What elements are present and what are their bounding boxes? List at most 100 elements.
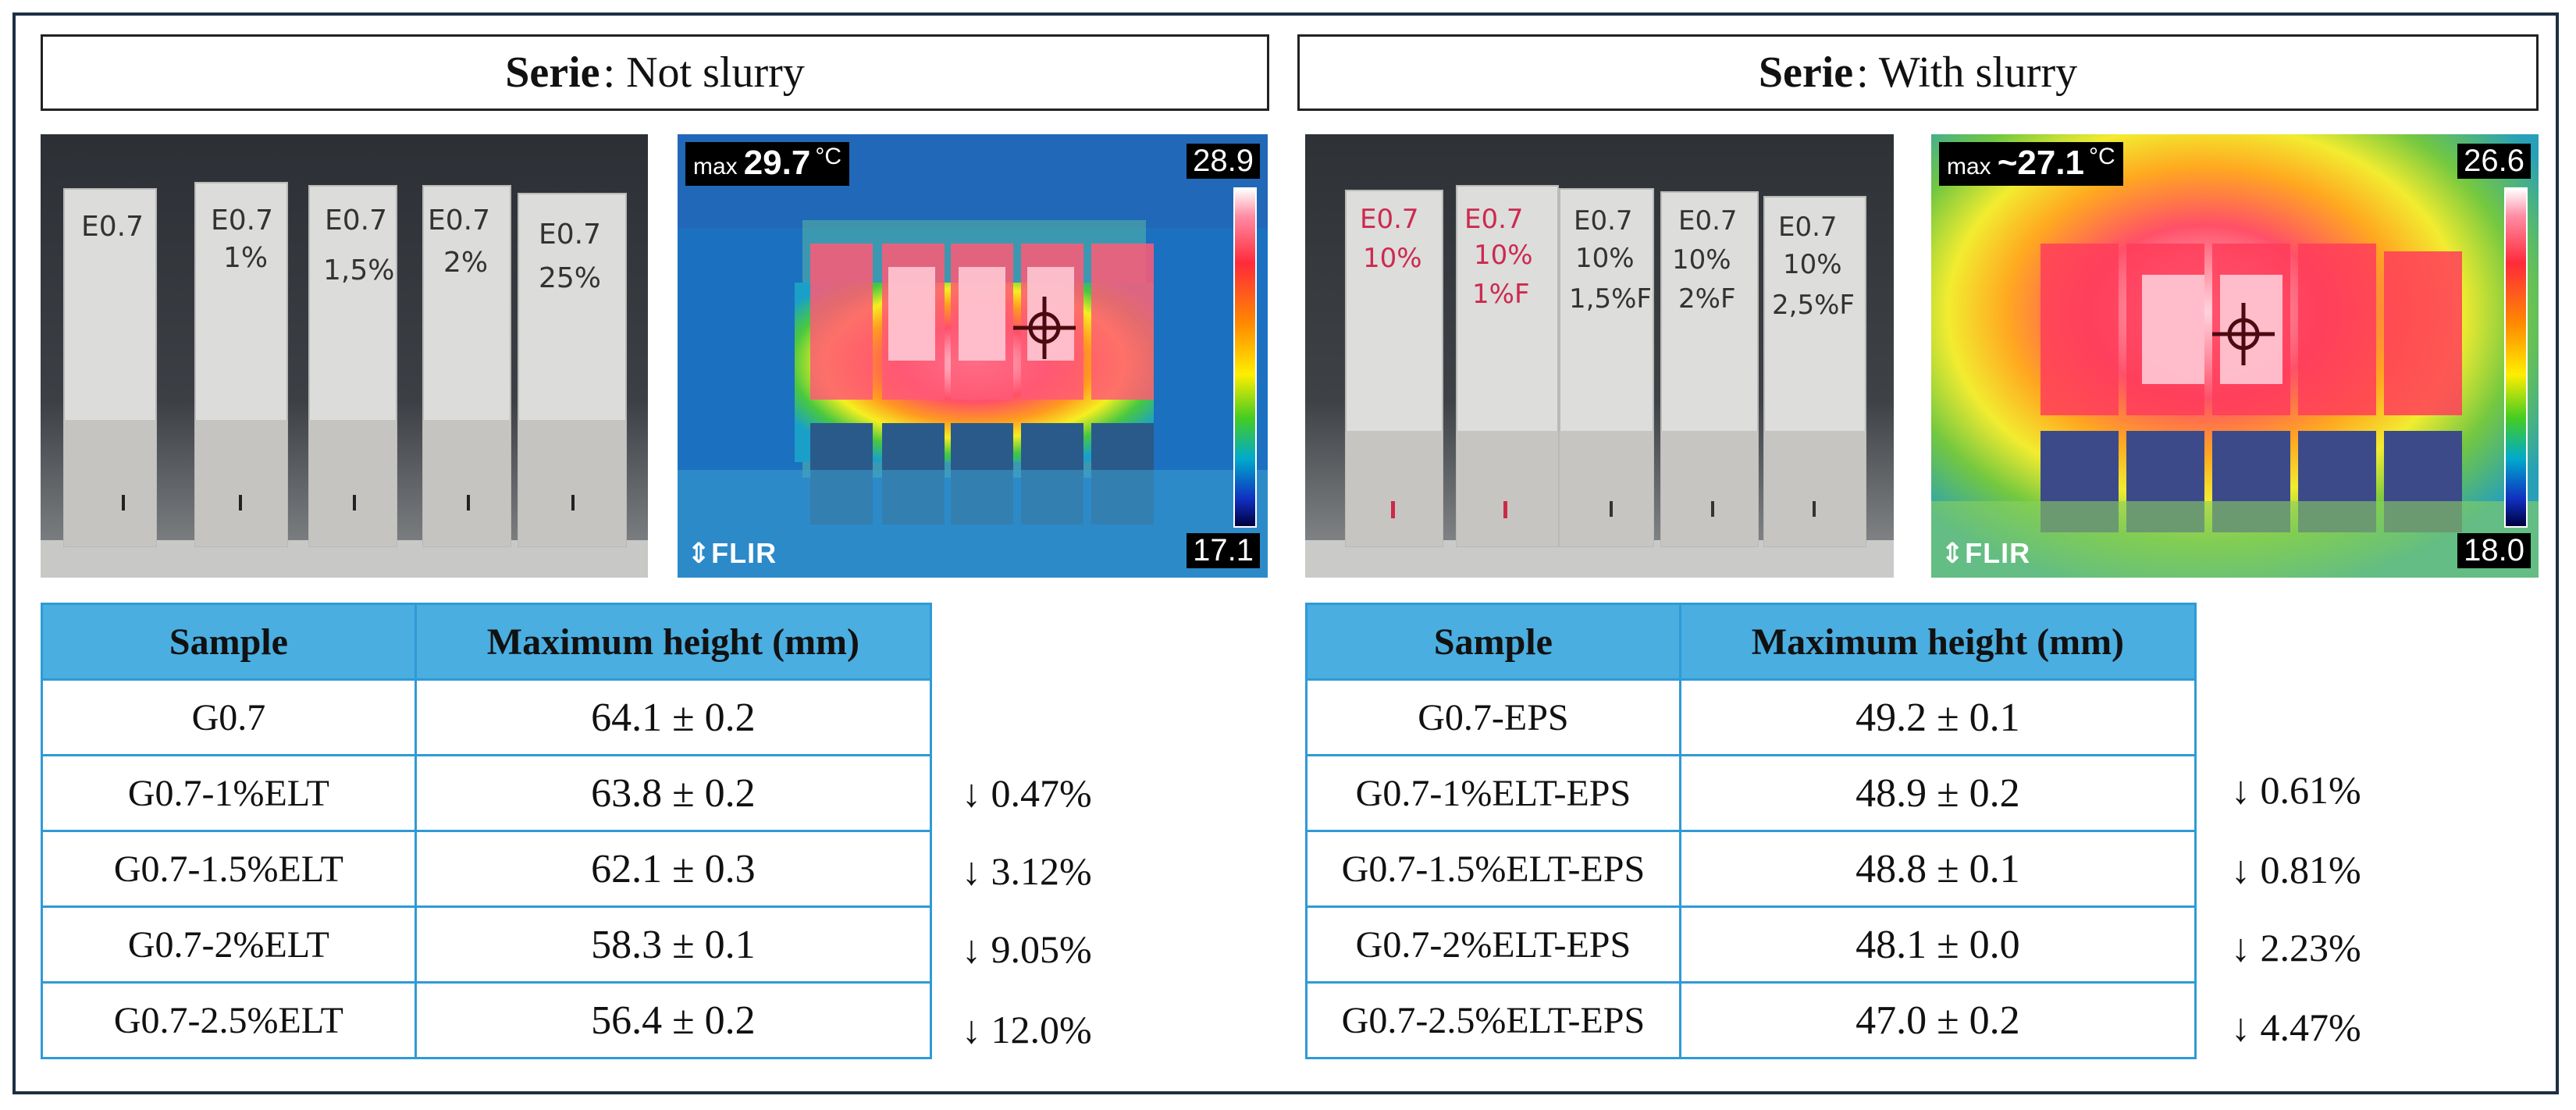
sample-cell: G0.7-1%ELT — [41, 754, 417, 832]
svg-text:E0.7: E0.7 — [428, 205, 490, 237]
sample-photo-with-slurry: E0.7 10% E0.7 10% 1%F E0.7 10% 1,5%F E0.7 10% 2%… — [1305, 134, 1894, 578]
sample-cell: G0.7-1.5%ELT — [41, 830, 417, 908]
svg-text:1,5%F: 1,5%F — [1569, 283, 1652, 315]
max-label: max — [1947, 154, 1991, 180]
table-header-row: Sample Maximum height (mm) — [1305, 603, 2197, 681]
temperature-scale-bar — [2504, 187, 2528, 528]
results-table-with-slurry: Sample Maximum height (mm) G0.7-EPS 49.2 … — [1305, 603, 2197, 1059]
column-header-sample: Sample — [1305, 603, 1681, 681]
svg-text:E0.7: E0.7 — [325, 205, 387, 237]
thermal-max-readout: max ~27.1 °C — [1939, 142, 2123, 186]
table-row: G0.7-1%ELT 63.8 ± 0.2 — [41, 754, 933, 832]
reduction-label: ↓ 0.61% — [2231, 768, 2361, 812]
svg-text:2,5%F: 2,5%F — [1772, 290, 1855, 321]
svg-text:10%: 10% — [1783, 249, 1842, 280]
sample-photo-not-slurry: E0.7 E0.7 1% E0.7 1,5% E0.7 2% E0.7 25% — [41, 134, 648, 578]
scale-high-value: 28.9 — [1187, 144, 1260, 179]
column-header-max-height: Maximum height (mm) — [414, 603, 933, 681]
height-cell: 47.0 ± 0.2 — [1678, 981, 2197, 1059]
svg-text:E0.7: E0.7 — [81, 211, 144, 243]
svg-text:E0.7: E0.7 — [1678, 205, 1738, 237]
thermal-max-readout: max 29.7 °C — [685, 142, 849, 186]
flir-brand: FLIR — [711, 537, 777, 569]
serie-label: Serie — [1758, 48, 1854, 97]
reduction-label: ↓ 0.47% — [962, 771, 1092, 815]
serie-value: : Not slurry — [603, 48, 805, 97]
svg-text:10%: 10% — [1474, 240, 1533, 271]
scale-low-value: 18.0 — [2457, 533, 2531, 568]
flir-logo: ⇕FLIR — [1941, 537, 2031, 569]
thermal-image — [678, 134, 1268, 578]
svg-text:E0.7: E0.7 — [539, 219, 601, 251]
reduction-label: ↓ 0.81% — [2231, 848, 2361, 891]
serie-label: Serie — [505, 48, 600, 97]
sample-cell: G0.7-1.5%ELT-EPS — [1305, 830, 1681, 908]
sample-cell: G0.7 — [41, 678, 417, 756]
table-row: G0.7-2%ELT 58.3 ± 0.1 — [41, 905, 933, 984]
figure-frame — [12, 12, 2559, 1094]
thermal-image — [1931, 134, 2539, 578]
height-cell: 48.8 ± 0.1 — [1678, 830, 2197, 908]
height-cell: 49.2 ± 0.1 — [1678, 678, 2197, 756]
svg-text:10%: 10% — [1672, 244, 1731, 276]
reduction-label: ↓ 12.0% — [962, 1008, 1092, 1051]
flir-logo: ⇕FLIR — [687, 537, 777, 569]
results-table-not-slurry: Sample Maximum height (mm) G0.7 64.1 ± 0.… — [41, 603, 933, 1059]
sample-photo-image: E0.7 E0.7 1% E0.7 1,5% E0.7 2% E0.7 25% — [41, 134, 648, 578]
height-cell: 48.9 ± 0.2 — [1678, 754, 2197, 832]
svg-text:2%: 2% — [443, 247, 488, 279]
table-row: G0.7-1.5%ELT-EPS 48.8 ± 0.1 — [1305, 830, 2197, 908]
table-row: G0.7-1%ELT-EPS 48.9 ± 0.2 — [1305, 754, 2197, 832]
table-row: G0.7-EPS 49.2 ± 0.1 — [1305, 678, 2197, 756]
table-row: G0.7-2.5%ELT 56.4 ± 0.2 — [41, 981, 933, 1059]
serie-header-right: Serie: With slurry — [1297, 34, 2539, 111]
temperature-unit: °C — [2089, 144, 2115, 169]
max-value: ~27.1 — [1997, 144, 2085, 182]
sample-cell: G0.7-1%ELT-EPS — [1305, 754, 1681, 832]
column-header-max-height: Maximum height (mm) — [1678, 603, 2197, 681]
scale-high-value: 26.6 — [2457, 144, 2531, 179]
sample-cell: G0.7-2.5%ELT-EPS — [1305, 981, 1681, 1059]
height-cell: 58.3 ± 0.1 — [414, 905, 933, 984]
table-row: G0.7-2.5%ELT-EPS 47.0 ± 0.2 — [1305, 981, 2197, 1059]
serie-value: : With slurry — [1856, 48, 2078, 97]
svg-text:25%: 25% — [539, 262, 601, 294]
table-row: G0.7 64.1 ± 0.2 — [41, 678, 933, 756]
scale-low-value: 17.1 — [1187, 533, 1260, 568]
sample-cell: G0.7-EPS — [1305, 678, 1681, 756]
table-header-row: Sample Maximum height (mm) — [41, 603, 933, 681]
sample-photo-image: E0.7 10% E0.7 10% 1%F E0.7 10% 1,5%F E0.7 10% 2%… — [1305, 134, 1894, 578]
table-row: G0.7-1.5%ELT 62.1 ± 0.3 — [41, 830, 933, 908]
height-cell: 64.1 ± 0.2 — [414, 678, 933, 756]
table-row: G0.7-2%ELT-EPS 48.1 ± 0.0 — [1305, 905, 2197, 984]
reduction-label: ↓ 4.47% — [2231, 1005, 2361, 1049]
flir-brand: FLIR — [1965, 537, 2031, 569]
svg-text:E0.7: E0.7 — [211, 205, 273, 237]
svg-text:1%F: 1%F — [1472, 279, 1530, 310]
sample-cell: G0.7-2%ELT-EPS — [1305, 905, 1681, 984]
svg-text:E0.7: E0.7 — [1778, 212, 1838, 243]
svg-text:10%: 10% — [1363, 243, 1422, 274]
svg-text:10%: 10% — [1575, 243, 1635, 274]
thermal-image-with-slurry: max ~27.1 °C 26.6 18.0 ⇕FLIR — [1931, 134, 2539, 578]
svg-text:E0.7: E0.7 — [1574, 205, 1633, 237]
svg-text:E0.7: E0.7 — [1360, 204, 1419, 235]
temperature-unit: °C — [815, 144, 841, 169]
column-header-sample: Sample — [41, 603, 417, 681]
temperature-scale-bar — [1233, 187, 1257, 528]
height-cell: 56.4 ± 0.2 — [414, 981, 933, 1059]
svg-text:E0.7: E0.7 — [1464, 204, 1524, 235]
svg-text:1,5%: 1,5% — [323, 254, 394, 286]
height-cell: 48.1 ± 0.0 — [1678, 905, 2197, 984]
height-cell: 62.1 ± 0.3 — [414, 830, 933, 908]
sample-cell: G0.7-2.5%ELT — [41, 981, 417, 1059]
height-cell: 63.8 ± 0.2 — [414, 754, 933, 832]
thermal-image-not-slurry: max 29.7 °C 28.9 17.1 ⇕FLIR — [678, 134, 1268, 578]
reduction-label: ↓ 9.05% — [962, 927, 1092, 971]
max-value: 29.7 — [743, 144, 811, 182]
svg-text:1%: 1% — [223, 242, 268, 274]
svg-text:2%F: 2%F — [1678, 283, 1736, 315]
sample-cell: G0.7-2%ELT — [41, 905, 417, 984]
reduction-label: ↓ 2.23% — [2231, 926, 2361, 969]
reduction-label: ↓ 3.12% — [962, 849, 1092, 893]
